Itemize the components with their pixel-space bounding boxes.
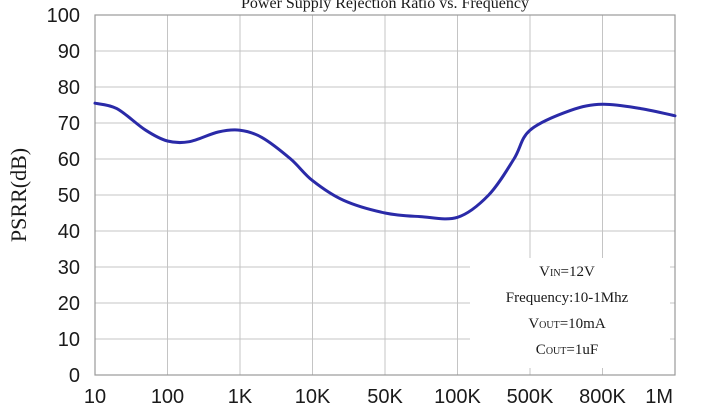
y-axis-label: PSRR(dB) xyxy=(6,148,31,242)
y-tick-labels: 0 10 20 30 40 50 60 70 80 90 100 xyxy=(47,5,80,387)
y-tick-label: 90 xyxy=(58,41,80,63)
x-tick-label: 800K xyxy=(579,386,626,405)
annotation-vin: VIN=12V xyxy=(539,264,595,280)
annotation-box xyxy=(470,258,670,368)
plot-frame xyxy=(94,14,676,376)
y-tick-label: 40 xyxy=(58,221,80,243)
y-tick-label: 10 xyxy=(58,329,80,351)
annotation-vout: VOUT=10mA xyxy=(528,316,606,332)
x-tick-label: 10 xyxy=(84,386,106,405)
x-tick-label: 100K xyxy=(434,386,481,405)
x-tick-label: 100 xyxy=(151,386,184,405)
y-tick-label: 0 xyxy=(69,365,80,387)
y-tick-label: 80 xyxy=(58,77,80,99)
x-tick-label: 1M xyxy=(645,386,673,405)
annotation-cout: COUT=1uF xyxy=(536,342,598,358)
annotation-frequency: Frequency:10-1Mhz xyxy=(506,290,629,306)
chart-title: Power Supply Rejection Ratio vs. Frequen… xyxy=(241,0,529,12)
x-tick-label: 1K xyxy=(228,386,253,405)
y-tick-label: 100 xyxy=(47,5,80,27)
y-tick-label: 70 xyxy=(58,113,80,135)
conditions-annotation: VIN=12V Frequency:10-1Mhz VOUT=10mA COUT… xyxy=(470,258,670,368)
x-tick-label: 10K xyxy=(295,386,331,405)
x-tick-labels: 10 100 1K 10K 50K 100K 500K 800K 1M xyxy=(84,386,673,405)
y-tick-label: 50 xyxy=(58,185,80,207)
x-tick-label: 50K xyxy=(367,386,403,405)
y-tick-label: 20 xyxy=(58,293,80,315)
y-tick-label: 30 xyxy=(58,257,80,279)
x-tick-label: 500K xyxy=(507,386,554,405)
y-tick-label: 60 xyxy=(58,149,80,171)
psrr-series-line xyxy=(93,101,677,221)
